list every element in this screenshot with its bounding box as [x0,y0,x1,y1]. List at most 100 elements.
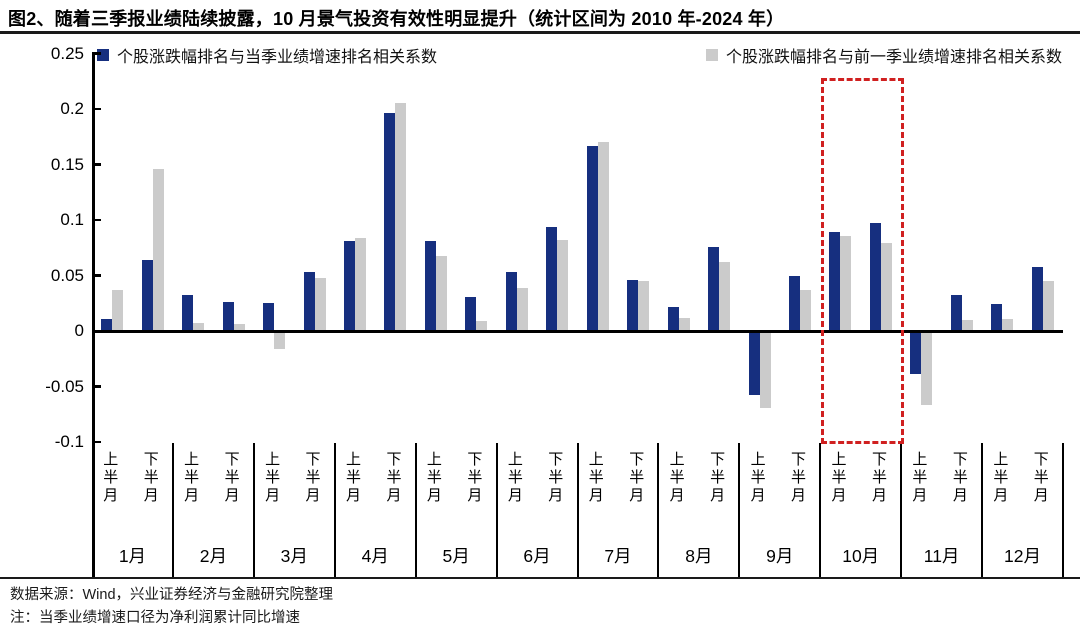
bar-previous-quarter [880,243,892,331]
half-month-label: 上半月 [424,451,442,505]
month-label: 4月 [361,546,389,566]
half-month-label: 下半月 [950,451,968,505]
y-tick [92,440,101,444]
legend-swatch-icon [705,49,718,61]
title-divider [0,31,1080,34]
month-divider [819,443,822,577]
month-label: 10月 [842,546,880,566]
half-month-label: 下半月 [546,451,564,505]
month-divider [981,443,984,577]
month-divider [333,443,336,577]
bar-previous-quarter [1042,281,1054,331]
month-label: 3月 [280,546,308,566]
bar-current-quarter [343,241,355,331]
y-tick-label: 0.2 [60,99,84,118]
bar-previous-quarter [233,324,245,331]
half-month-label: 上半月 [182,451,200,505]
bar-previous-quarter [314,277,326,331]
bar-previous-quarter [435,255,447,331]
month-divider [171,443,174,577]
month-label: 9月 [766,546,794,566]
bar-previous-quarter [638,281,650,331]
month-divider [252,443,255,577]
bar-current-quarter [141,259,153,331]
bar-current-quarter [182,295,194,331]
bar-previous-quarter [678,317,690,331]
month-label: 12月 [1004,546,1042,566]
bar-previous-quarter [112,289,124,331]
month-label: 2月 [199,546,227,566]
half-month-label: 下半月 [708,451,726,505]
bar-previous-quarter [800,289,812,331]
month-label: 7月 [604,546,632,566]
methodology-note: 注：当季业绩增速口径为净利润累计同比增速 [10,610,300,626]
bar-current-quarter [101,318,113,331]
bar-current-quarter [667,306,679,331]
legend-label: 个股涨跌幅排名与当季业绩增速排名相关系数 [117,49,438,66]
y-axis-line [92,52,95,577]
bar-previous-quarter [395,103,407,331]
half-month-label: 下半月 [1031,451,1049,505]
bar-current-quarter [627,279,639,331]
half-month-label: 下半月 [869,451,887,505]
half-month-label: 上半月 [910,451,928,505]
half-month-label: 上半月 [667,451,685,505]
bar-previous-quarter [557,239,569,331]
y-tick-label: -0.05 [45,376,84,396]
bar-current-quarter [869,223,881,331]
half-month-label: 下半月 [789,451,807,505]
half-month-label: 上半月 [829,451,847,505]
half-month-label: 上半月 [505,451,523,505]
bar-previous-quarter [719,262,731,331]
y-tick-label: 0.05 [50,265,84,285]
month-divider [414,443,417,577]
bar-current-quarter [829,232,841,331]
y-tick-label: -0.1 [54,432,84,451]
month-label: 6月 [523,546,551,566]
legend-item: 个股涨跌幅排名与前一季业绩增速排名相关系数 [705,43,1062,67]
bar-current-quarter [910,332,922,374]
bar-current-quarter [303,272,315,331]
bar-previous-quarter [476,321,488,331]
half-month-label: 下半月 [141,451,159,505]
bar-previous-quarter [1002,318,1014,331]
bar-current-quarter [263,303,275,331]
bar-current-quarter [991,304,1003,331]
legend-item: 个股涨跌幅排名与当季业绩增速排名相关系数 [97,43,437,67]
bar-previous-quarter [921,332,933,405]
data-source-note: 数据来源：Wind，兴业证券经济与金融研究院整理 [10,587,334,603]
half-month-label: 上半月 [748,451,766,505]
y-tick-label: 0.15 [50,154,84,174]
month-divider [657,443,660,577]
y-tick-label: 0 [74,321,84,340]
bar-previous-quarter [274,332,286,350]
y-tick [92,52,101,55]
y-tick [92,163,101,166]
bar-current-quarter [384,113,396,331]
half-month-label: 下半月 [222,451,240,505]
bar-previous-quarter [516,287,528,331]
month-divider [738,443,741,577]
half-month-label: 下半月 [303,451,321,505]
bar-current-quarter [789,275,801,331]
month-divider [576,443,579,577]
y-tick-label: 0.25 [50,43,84,63]
half-month-label: 下半月 [384,451,402,505]
month-divider [495,443,498,577]
month-label: 5月 [442,546,470,566]
bar-previous-quarter [597,142,609,331]
bar-current-quarter [222,302,234,331]
bar-current-quarter [950,295,962,331]
legend-swatch-icon [97,49,109,61]
half-month-label: 下半月 [465,451,483,505]
bar-current-quarter [546,226,558,331]
zero-baseline [92,329,1063,333]
bar-current-quarter [424,241,436,331]
bar-current-quarter [586,145,598,331]
bar-previous-quarter [193,323,205,331]
month-label: 8月 [685,546,713,566]
bar-current-quarter [465,296,477,331]
bar-previous-quarter [759,332,771,408]
half-month-label: 上半月 [263,451,281,505]
